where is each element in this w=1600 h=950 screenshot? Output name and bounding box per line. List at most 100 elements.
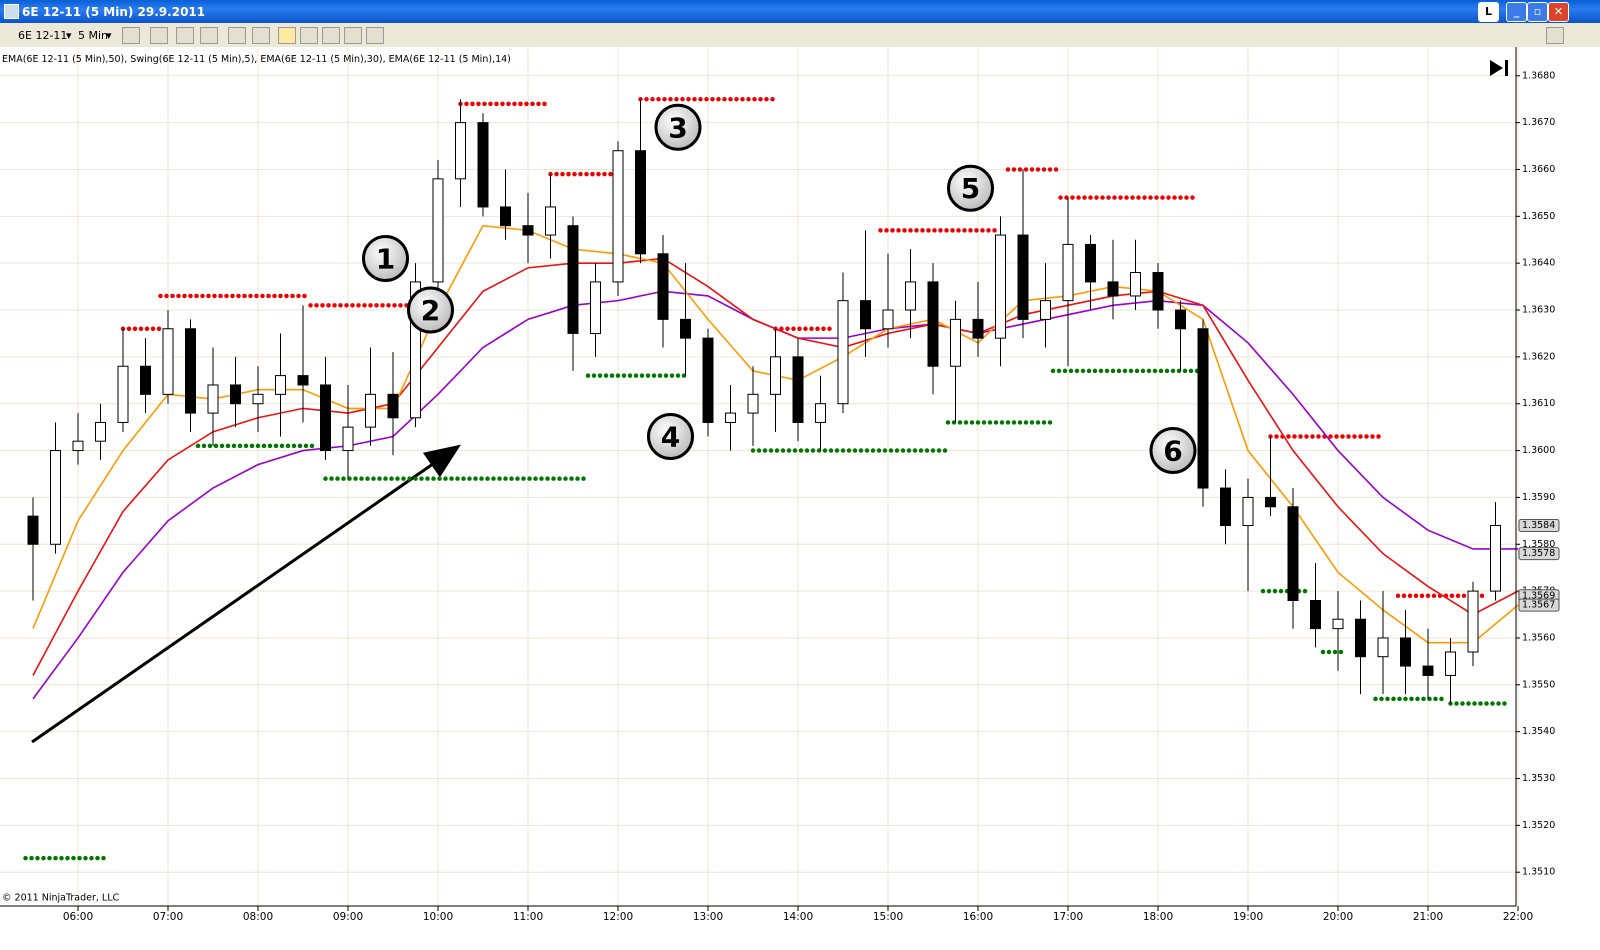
- maximize-button[interactable]: ▫: [1527, 2, 1548, 22]
- y-tick-label: 1.3520: [1522, 820, 1555, 831]
- candle-body: [1242, 496, 1254, 527]
- candle: [1107, 239, 1119, 320]
- candle-body: [995, 234, 1006, 339]
- candle-body: [365, 393, 376, 428]
- candle: [612, 141, 624, 296]
- candle-body: [477, 122, 489, 208]
- candle-body: [950, 318, 961, 367]
- candle-body: [1197, 328, 1209, 489]
- candle-body: [275, 375, 286, 395]
- candle-body: [1107, 281, 1119, 297]
- candle: [522, 192, 534, 264]
- y-tick-label: 1.3610: [1522, 398, 1555, 409]
- candle: [477, 113, 489, 217]
- candle-body: [1287, 506, 1299, 601]
- legend-entry: EMA(6E 12-11 (5 Min),30),: [260, 54, 388, 65]
- candle: [545, 174, 556, 259]
- candle: [342, 384, 354, 479]
- candle-body: [972, 318, 984, 339]
- x-tick-label: 08:00: [243, 911, 273, 923]
- candle: [1467, 581, 1479, 667]
- data-box-button[interactable]: [278, 27, 296, 44]
- minimize-button[interactable]: _: [1506, 2, 1527, 22]
- candle-body: [1400, 637, 1411, 667]
- app-icon: [4, 4, 19, 19]
- instrument-selector[interactable]: 6E 12-11: [18, 29, 68, 42]
- candle-body: [140, 365, 151, 395]
- y-tick-label: 1.3630: [1522, 305, 1555, 316]
- candle-body: [545, 206, 556, 236]
- candle-body: [612, 150, 624, 283]
- properties-button[interactable]: [300, 27, 318, 44]
- y-tick-label: 1.3680: [1522, 70, 1555, 81]
- scroll-end-button[interactable]: [1490, 60, 1508, 76]
- price-marker: [1518, 547, 1560, 561]
- candle: [1242, 478, 1254, 592]
- y-tick-label: 1.3550: [1522, 679, 1555, 690]
- info-button[interactable]: [366, 27, 384, 44]
- strategy-button[interactable]: [200, 27, 218, 44]
- close-button[interactable]: ✕: [1548, 2, 1569, 22]
- chart-style-button[interactable]: [122, 27, 140, 44]
- candle: [567, 216, 579, 371]
- candle: [1040, 263, 1051, 348]
- dropdown-arrow[interactable]: ▾: [106, 29, 112, 42]
- print-button[interactable]: [344, 27, 362, 44]
- x-tick-label: 11:00: [513, 911, 543, 923]
- price-marker-label: 1.3578: [1522, 548, 1555, 559]
- candle: [1085, 235, 1096, 311]
- menu-button[interactable]: [1546, 27, 1564, 44]
- title-bar: 6E 12-11 (5 Min) 29.9.2011 L _ ▫ ✕: [0, 0, 1600, 23]
- indicator-button[interactable]: [176, 27, 194, 44]
- candle-body: [567, 225, 579, 334]
- annotation-circle: [654, 103, 702, 151]
- template-button[interactable]: [322, 27, 340, 44]
- candle-body: [725, 412, 736, 423]
- candle-body: [1265, 496, 1276, 508]
- y-tick-label: 1.3640: [1522, 258, 1555, 269]
- candle: [275, 333, 286, 437]
- dropdown-arrow[interactable]: ▾: [66, 29, 72, 42]
- candle-body: [1130, 272, 1141, 297]
- candle-body: [432, 178, 444, 283]
- candle-body: [590, 281, 601, 334]
- trend-arrow: [31, 444, 461, 744]
- candle: [927, 263, 939, 395]
- candle-body: [1310, 599, 1321, 630]
- y-tick-label: 1.3670: [1522, 117, 1555, 128]
- candle: [837, 272, 849, 414]
- candle-body: [27, 515, 39, 545]
- link-button[interactable]: L: [1478, 2, 1499, 22]
- candle: [185, 319, 196, 432]
- annotation-label: 4: [661, 421, 680, 454]
- candle-body: [50, 450, 61, 545]
- interval-selector[interactable]: 5 Min: [78, 29, 109, 42]
- candle: [297, 305, 309, 423]
- crosshair-button[interactable]: [228, 27, 246, 44]
- candle: [815, 375, 826, 451]
- candle: [162, 310, 174, 404]
- y-tick-label: 1.3580: [1522, 539, 1555, 550]
- x-tick-label: 19:00: [1233, 911, 1263, 923]
- candle-body: [1332, 618, 1344, 630]
- x-tick-label: 09:00: [333, 911, 363, 923]
- candle: [1152, 263, 1164, 329]
- candle: [1332, 591, 1344, 671]
- candle-body: [72, 440, 84, 452]
- zoom-button[interactable]: [252, 27, 270, 44]
- candle: [117, 328, 129, 432]
- candle-body: [680, 318, 691, 339]
- candle-body: [815, 403, 826, 423]
- candle: [140, 338, 151, 414]
- annotation-label: 3: [668, 111, 687, 144]
- candle-body: [455, 122, 466, 180]
- price-marker: [1518, 519, 1560, 533]
- toolbar: 6E 12-11 ▾ 5 Min ▾: [0, 23, 1600, 48]
- candle: [657, 235, 669, 348]
- y-tick-label: 1.3560: [1522, 632, 1555, 643]
- candle-body: [1467, 590, 1479, 653]
- candle: [455, 99, 466, 207]
- draw-button[interactable]: [150, 27, 168, 44]
- annotation-label: 2: [421, 294, 440, 327]
- candle: [387, 352, 399, 456]
